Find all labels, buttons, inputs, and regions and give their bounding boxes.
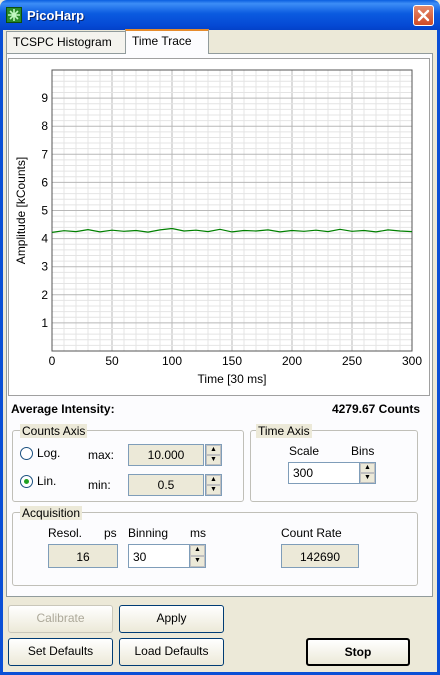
binning-unit: ms: [190, 526, 206, 540]
resolution-value: 16: [48, 544, 118, 568]
up-arrow-icon[interactable]: ▲: [360, 463, 375, 473]
count-rate-value: 142690: [281, 544, 359, 568]
acquisition-group: [12, 512, 418, 586]
counts-axis-group: [12, 430, 244, 502]
down-arrow-icon[interactable]: ▼: [190, 556, 205, 567]
up-arrow-icon[interactable]: ▲: [206, 445, 221, 455]
y-tick-label: 9: [41, 91, 48, 105]
y-tick-label: 7: [41, 147, 48, 161]
acquisition-title: Acquisition: [20, 506, 83, 520]
window-frame-left: [0, 30, 3, 675]
chart-plot: 0 50 100 150 200 250 300 1 2 3 4 5 6 7 8 9 Time [30 ms] A…: [14, 69, 422, 386]
max-field[interactable]: 10.000: [128, 444, 204, 466]
series-line: [51, 227, 413, 233]
max-stepper[interactable]: ▲ ▼: [205, 444, 222, 466]
time-trace-chart: 0 50 100 150 200 250 300 1 2 3 4 5 6 7 8 9 Time [30 ms] A…: [8, 58, 430, 396]
y-tick-label: 2: [41, 288, 48, 302]
x-tick-label: 150: [222, 354, 242, 368]
count-rate-label: Count Rate: [281, 526, 342, 540]
set-defaults-button[interactable]: Set Defaults: [8, 638, 113, 666]
time-axis-group: [250, 430, 418, 502]
lin-label: Lin.: [37, 474, 57, 488]
window-frame-right: [437, 30, 440, 675]
x-tick-label: 250: [342, 354, 362, 368]
min-stepper[interactable]: ▲ ▼: [205, 474, 222, 496]
x-tick-label: 100: [162, 354, 182, 368]
binning-stepper[interactable]: ▲ ▼: [189, 544, 206, 568]
average-intensity-value: 4279.67 Counts: [331, 402, 420, 416]
x-tick-label: 200: [282, 354, 302, 368]
max-label: max:: [88, 448, 115, 462]
stop-button[interactable]: Stop: [306, 638, 410, 666]
plot-frame: [51, 69, 413, 352]
up-arrow-icon[interactable]: ▲: [206, 475, 221, 485]
y-axis-label: Amplitude [kCounts]: [14, 157, 28, 264]
tab-tcspc-histogram[interactable]: TCSPC Histogram: [6, 31, 126, 53]
load-defaults-button[interactable]: Load Defaults: [119, 638, 224, 666]
binning-label: Binning: [128, 526, 169, 540]
scale-label: Scale: [289, 444, 320, 458]
x-tick-label: 0: [49, 354, 56, 368]
average-intensity-label: Average Intensity:: [11, 402, 115, 416]
log-label: Log.: [37, 446, 61, 460]
min-field[interactable]: 0.5: [128, 474, 204, 496]
binning-field[interactable]: 30: [128, 544, 190, 568]
apply-button[interactable]: Apply: [119, 605, 224, 633]
down-arrow-icon[interactable]: ▼: [206, 455, 221, 465]
y-tick-label: 6: [41, 175, 48, 189]
close-icon[interactable]: [413, 5, 434, 26]
bins-label: Bins: [351, 444, 375, 458]
lin-radio[interactable]: [20, 475, 33, 488]
window-frame-bottom: [0, 672, 440, 675]
x-tick-label: 300: [402, 354, 422, 368]
y-tick-label: 4: [41, 232, 48, 246]
down-arrow-icon[interactable]: ▼: [360, 473, 375, 483]
window-title: PicoHarp: [27, 8, 85, 23]
resol-unit: ps: [104, 526, 117, 540]
min-label: min:: [88, 478, 111, 492]
lin-radio-selected-dot: [24, 479, 29, 484]
picoharp-app-icon: [6, 7, 22, 23]
y-tick-label: 5: [41, 204, 48, 218]
tab-time-trace[interactable]: Time Trace: [125, 29, 209, 54]
y-tick-label: 3: [41, 260, 48, 274]
up-arrow-icon[interactable]: ▲: [190, 545, 205, 556]
log-radio[interactable]: [20, 447, 33, 460]
time-axis-stepper[interactable]: ▲ ▼: [359, 462, 376, 484]
resol-label: Resol.: [48, 526, 83, 540]
title-bar: [0, 0, 440, 30]
time-axis-bins-field[interactable]: 300: [288, 462, 360, 484]
y-tick-label: 8: [41, 119, 48, 133]
counts-axis-title: Counts Axis: [20, 424, 88, 438]
calibrate-button[interactable]: Calibrate: [8, 605, 113, 633]
time-axis-title: Time Axis: [256, 424, 312, 438]
x-tick-label: 50: [105, 354, 119, 368]
y-tick-label: 1: [41, 316, 48, 330]
down-arrow-icon[interactable]: ▼: [206, 485, 221, 495]
x-axis-label: Time [30 ms]: [198, 372, 267, 386]
